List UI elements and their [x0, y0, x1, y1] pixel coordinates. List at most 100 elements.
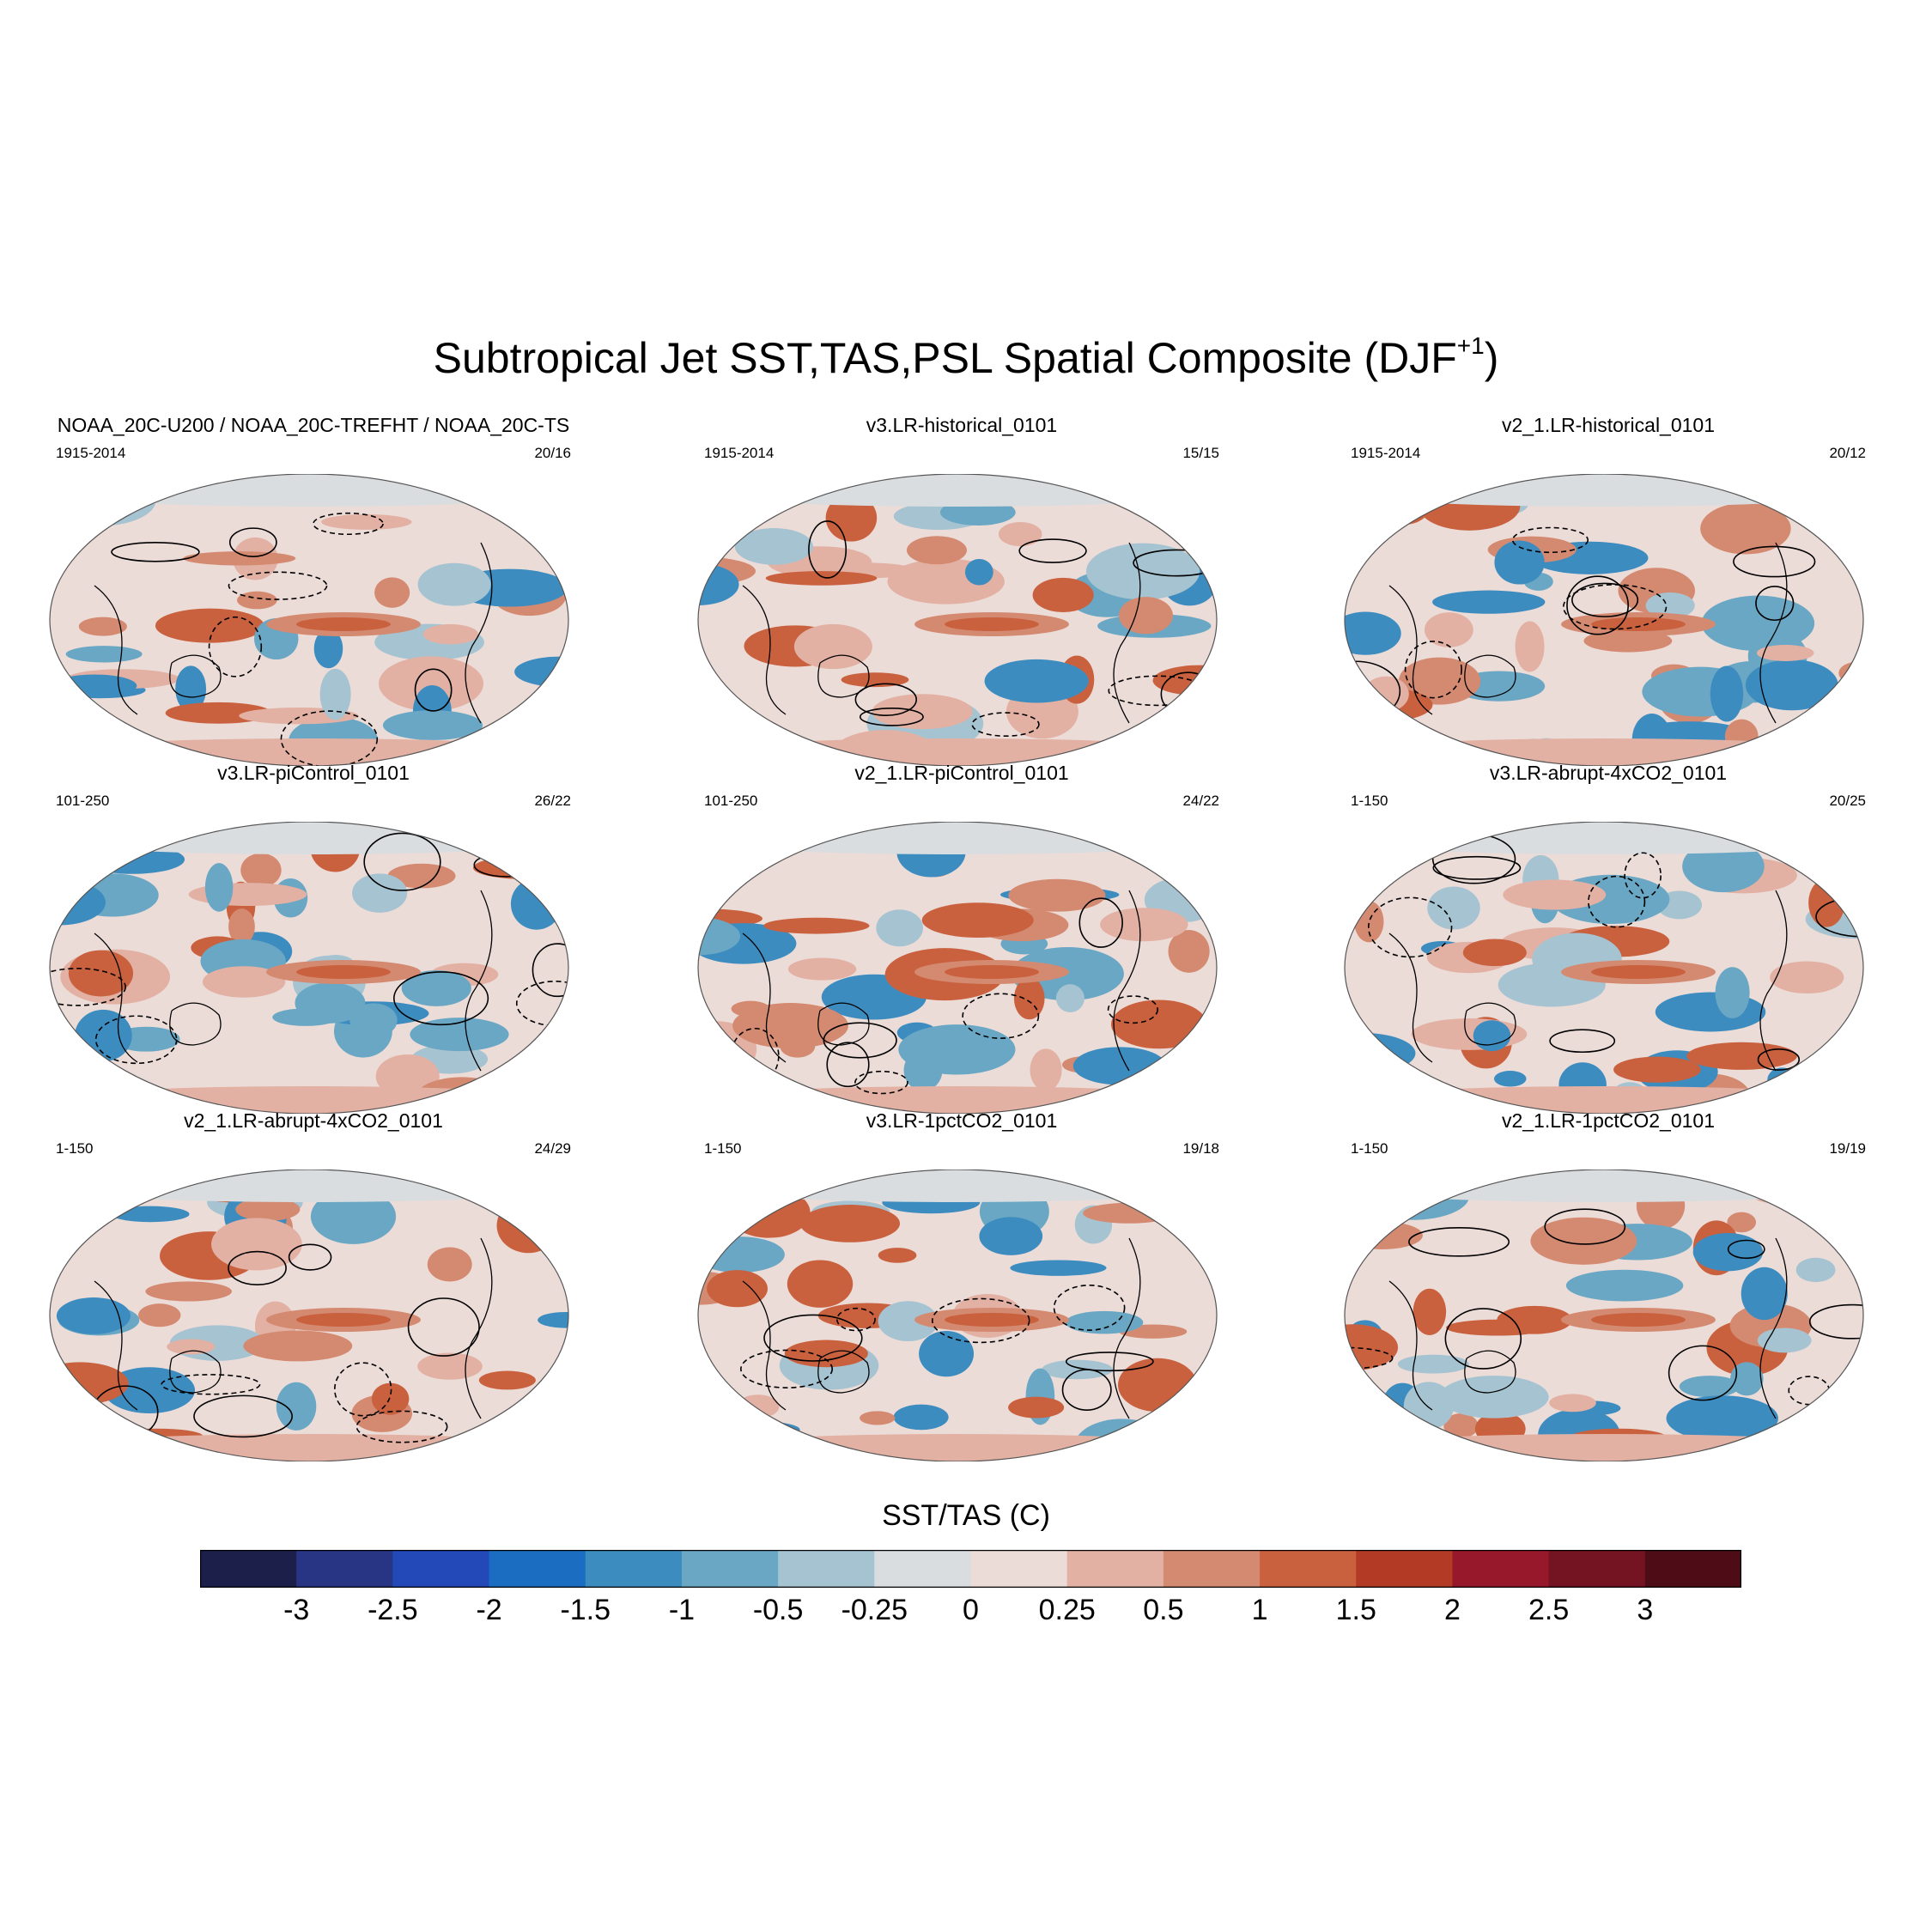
anomaly-patch — [295, 982, 366, 1024]
enso-core — [1591, 965, 1686, 979]
anomaly-patch — [50, 1416, 128, 1434]
anomaly-patch — [698, 1236, 785, 1273]
world-map — [1344, 474, 1864, 766]
anomaly-patch — [765, 571, 878, 586]
anomaly-patch — [1194, 865, 1217, 895]
colorbar-swatch — [296, 1550, 393, 1588]
americas-coastline — [1113, 890, 1141, 1072]
africa-coastline — [742, 585, 787, 715]
anomaly-patch — [167, 1339, 216, 1355]
americas-coastline — [465, 1237, 493, 1419]
psl-contour — [1133, 549, 1217, 577]
psl-contour — [1757, 1048, 1801, 1071]
anomaly-patch — [698, 1047, 746, 1069]
psl-contour — [228, 527, 277, 557]
psl-contour — [1562, 584, 1668, 630]
anomaly-patch — [321, 513, 412, 530]
anomaly-patch — [452, 1170, 562, 1194]
anomaly-patch — [202, 966, 286, 998]
anomaly-patch — [471, 474, 530, 502]
colorbar-swatch — [585, 1550, 683, 1588]
anomaly-patch — [1055, 984, 1084, 1012]
map-border — [1344, 1170, 1864, 1461]
world-map — [697, 822, 1218, 1114]
anomaly-patch — [860, 1411, 896, 1425]
colorbar-swatch — [489, 1550, 586, 1588]
anomaly-patch — [872, 694, 973, 730]
anomaly-patch — [1008, 1396, 1065, 1419]
colorbar-swatch — [778, 1550, 875, 1588]
psl-contour — [962, 993, 1040, 1040]
psl-contour — [50, 720, 88, 759]
panel-years: 101-250 — [704, 793, 758, 809]
panel-title: v3.LR-abrupt-4xCO2_0101 — [1489, 762, 1728, 784]
psl-contour — [854, 1070, 908, 1095]
australia-coastline — [169, 1002, 222, 1046]
anomaly-patch — [1837, 1170, 1863, 1196]
colorbar-swatch — [392, 1550, 490, 1588]
map-panel: NOAA_20C-U200 / NOAA_20C-TREFHT / NOAA_2… — [39, 414, 588, 766]
anomaly-patch — [371, 1382, 410, 1415]
psl-contour — [1170, 1393, 1217, 1417]
psl-contour — [50, 848, 101, 880]
anomaly-patch — [825, 494, 878, 542]
africa-coastline — [742, 1280, 787, 1411]
enso-core — [945, 965, 1039, 979]
enso-core — [296, 617, 391, 631]
colorbar-tick-label: 1.5 — [1335, 1594, 1376, 1626]
colorbar-tick-label: -2.5 — [368, 1594, 418, 1626]
anomaly-patch — [898, 1024, 1016, 1075]
anomaly-patch — [1030, 1048, 1062, 1091]
psl-contour — [1404, 641, 1462, 699]
anomaly-patch — [1376, 1416, 1406, 1461]
psl-contour — [1444, 1308, 1522, 1370]
panel-count: 19/19 — [1829, 1140, 1866, 1157]
panel-title: v3.LR-1pctCO2_0101 — [866, 1109, 1058, 1132]
anomaly-patch — [1757, 1327, 1812, 1353]
panel-title: v2_1.LR-abrupt-4xCO2_0101 — [184, 1109, 443, 1132]
anomaly-patch — [310, 1188, 397, 1244]
anomaly-patch — [65, 646, 143, 663]
psl-contour — [1588, 875, 1646, 928]
anomaly-patch — [68, 950, 134, 997]
anomaly-patch — [78, 617, 127, 636]
anomaly-patch — [237, 591, 277, 610]
psl-contour — [1668, 1345, 1738, 1401]
psl-contour — [698, 1033, 725, 1065]
map-border — [49, 1170, 569, 1461]
psl-contour — [1078, 897, 1123, 948]
anomaly-patch — [1741, 1267, 1788, 1321]
map-border — [49, 474, 569, 766]
americas-coastline — [1759, 890, 1788, 1072]
anomaly-patch — [417, 562, 491, 606]
enso-core — [945, 1313, 1039, 1327]
anomaly-patch — [878, 1301, 939, 1341]
anomaly-patch — [1473, 1020, 1511, 1052]
map-border — [1344, 822, 1864, 1114]
colorbar-swatch — [1066, 1550, 1164, 1588]
anomaly-patch — [417, 1352, 483, 1380]
anomaly-patch — [1110, 999, 1207, 1049]
panel-title: v2_1.LR-piControl_0101 — [854, 762, 1069, 784]
arctic-band — [698, 474, 1217, 507]
anomaly-patch — [1565, 1269, 1684, 1302]
enso-core — [296, 1313, 391, 1327]
anomaly-patch — [1730, 1362, 1764, 1396]
colorbar-tick-label: 2 — [1443, 1594, 1461, 1626]
anomaly-patch — [1010, 1260, 1107, 1276]
psl-contour — [228, 571, 328, 600]
anomaly-patch — [1354, 901, 1384, 943]
colorbar-tick-label: 0.5 — [1143, 1594, 1184, 1626]
americas-coastline — [465, 542, 493, 724]
antarctic-band — [1345, 1434, 1863, 1461]
colorbar-tick-label: -1 — [668, 1594, 696, 1626]
psl-contour — [1549, 1029, 1616, 1054]
anomaly-patch — [1462, 939, 1527, 967]
anomaly-patch — [374, 577, 410, 608]
psl-contour — [1733, 545, 1816, 578]
anomaly-patch — [1679, 1376, 1741, 1398]
map-border — [49, 822, 569, 1114]
anomaly-patch — [750, 1179, 791, 1201]
anomaly-patch — [401, 969, 471, 1006]
africa-coastline — [1388, 1280, 1433, 1411]
